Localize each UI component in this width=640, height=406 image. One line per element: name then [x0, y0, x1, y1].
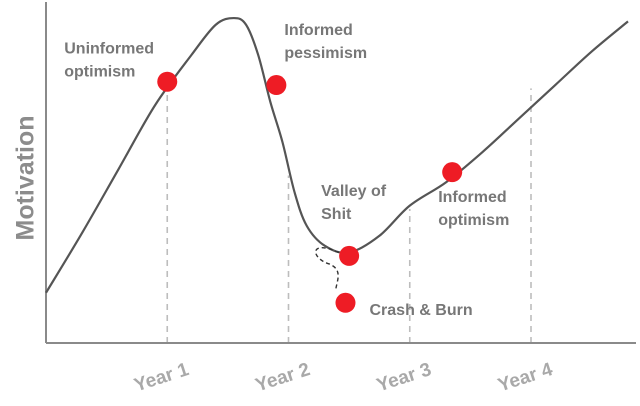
label-line: pessimism [284, 45, 367, 62]
point-valley-of-shit [339, 245, 360, 266]
label-line: Shit [321, 206, 352, 223]
label-line: Uninformed [64, 41, 154, 58]
x-tick-label-year-1: Year 1 [132, 359, 192, 396]
label-crash-and-burn: Crash & Burn [369, 302, 472, 319]
label-line: Crash & Burn [369, 302, 472, 319]
point-informed-pessimism [266, 75, 287, 96]
point-informed-optimism [442, 162, 463, 183]
x-tick-label-year-3: Year 3 [374, 359, 434, 396]
label-line: optimism [64, 64, 135, 81]
label-line: Informed [438, 189, 506, 206]
label-informed-pessimism: Informed pessimism [284, 22, 367, 62]
label-uninformed-optimism: Uninformed optimism [64, 41, 154, 81]
point-uninformed-optimism [157, 71, 178, 92]
x-tick-label-year-4: Year 4 [495, 359, 555, 396]
y-axis-label: Motivation [11, 115, 40, 241]
label-valley-of-shit: Valley of Shit [321, 183, 387, 223]
label-line: Valley of [321, 183, 387, 200]
x-tick-label-year-2: Year 2 [253, 359, 313, 396]
label-line: optimism [438, 212, 509, 229]
label-informed-optimism: Informed optimism [438, 189, 509, 229]
crash-connector-line [315, 246, 346, 291]
label-line: Informed [284, 22, 352, 39]
point-crash-and-burn [335, 292, 356, 313]
